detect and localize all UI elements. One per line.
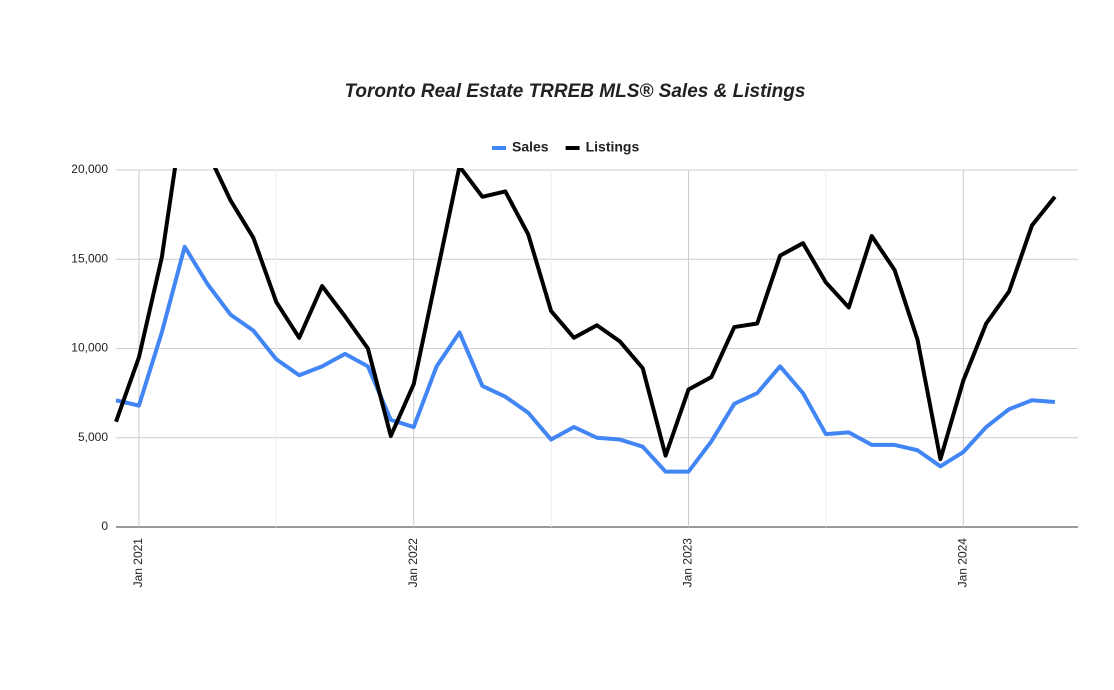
y-tick-label: 20,000: [71, 162, 108, 176]
x-tick-label: Jan 2021: [131, 538, 145, 588]
legend-label: Sales: [512, 139, 549, 155]
legend-label: Listings: [586, 139, 640, 155]
line-series: [115, 244, 1056, 474]
y-tick-label: 10,000: [71, 341, 108, 355]
x-tick-label: Jan 2023: [681, 538, 695, 588]
x-tick-label: Jan 2022: [406, 538, 420, 588]
chart-title: Toronto Real Estate TRREB MLS® Sales & L…: [345, 81, 806, 102]
y-tick-label: 0: [101, 519, 108, 533]
plot-area: [114, 168, 1057, 474]
line-series: [114, 168, 1057, 462]
x-tick-label: Jan 2024: [955, 538, 969, 588]
y-tick-label: 15,000: [71, 251, 108, 265]
y-tick-label: 5,000: [78, 430, 108, 444]
